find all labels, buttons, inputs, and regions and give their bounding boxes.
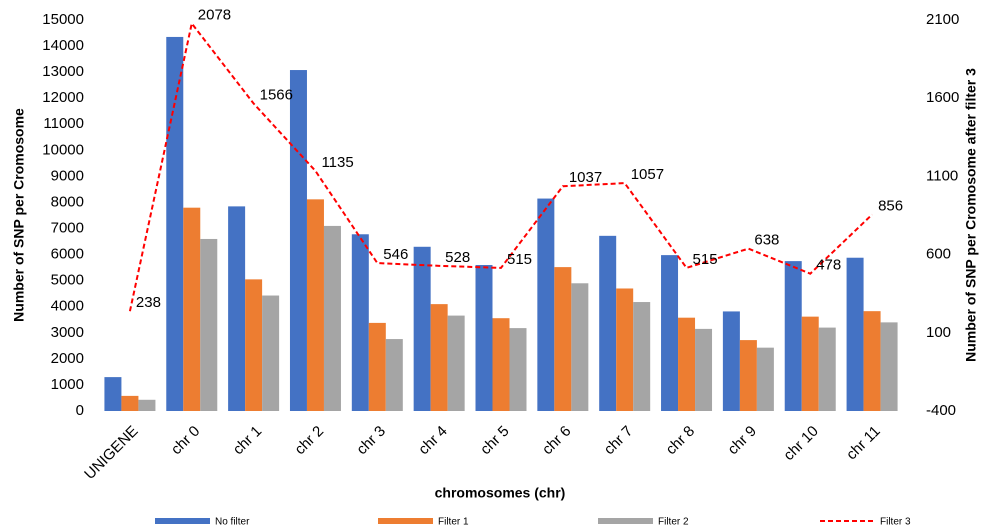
bar <box>368 322 386 411</box>
bar <box>739 340 757 411</box>
y-axis-title: Number of SNP per Cromosome <box>11 108 27 322</box>
y-tick-label: 7000 <box>51 220 84 237</box>
bar <box>846 257 864 411</box>
y2-tick-label: 1600 <box>926 89 959 106</box>
y-tick-label: 14000 <box>42 37 84 54</box>
y-tick-label: 5000 <box>51 272 84 289</box>
bar <box>351 234 369 411</box>
bar <box>262 295 280 411</box>
bar <box>492 318 510 411</box>
data-label: 528 <box>445 249 470 266</box>
bar <box>509 328 527 411</box>
y-tick-label: 11000 <box>43 115 84 132</box>
x-tick-label: chr 1 <box>230 423 266 459</box>
data-label: 1037 <box>569 169 602 186</box>
bar <box>183 207 201 411</box>
legend-swatch <box>598 518 653 524</box>
x-tick-label: chr 5 <box>477 423 513 459</box>
bar <box>633 302 651 411</box>
x-tick-label: chr 0 <box>168 423 204 459</box>
bar <box>200 238 218 411</box>
bar <box>306 199 324 411</box>
data-label: 515 <box>507 251 532 268</box>
y-tick-label: 9000 <box>51 167 84 184</box>
y2-axis-title: Number of SNP per Cromosome after filter… <box>963 68 979 362</box>
bar <box>104 377 122 411</box>
y-tick-label: 1000 <box>51 376 84 393</box>
data-label: 546 <box>383 246 408 263</box>
y2-tick-label: 100 <box>926 324 951 341</box>
bar <box>722 311 740 411</box>
y-tick-label: 6000 <box>51 246 84 263</box>
x-tick-label: chr 11 <box>843 423 884 464</box>
bar <box>863 311 881 411</box>
bar <box>245 279 263 411</box>
bar <box>385 339 403 411</box>
line <box>128 21 873 312</box>
x-tick-label: UNIGENE <box>81 423 141 483</box>
data-label: 2078 <box>198 6 231 23</box>
bar <box>599 235 617 411</box>
bar <box>554 267 572 411</box>
bar <box>323 225 341 411</box>
data-label: 1566 <box>260 86 293 103</box>
legend-label: Filter 3 <box>880 517 911 528</box>
data-label: 1057 <box>631 166 664 183</box>
y-tick-label: 13000 <box>42 63 84 80</box>
y-tick-label: 15000 <box>42 11 84 28</box>
data-label: 238 <box>136 294 161 311</box>
x-tick-label: chr 3 <box>353 423 389 459</box>
bar <box>571 283 589 411</box>
data-label: 638 <box>754 232 779 249</box>
data-label: 1135 <box>321 154 353 171</box>
data-label: 478 <box>816 257 841 274</box>
bar <box>121 395 139 411</box>
x-tick-label: chr 6 <box>539 423 575 459</box>
bar <box>475 265 493 411</box>
bar <box>537 198 555 411</box>
bar <box>801 316 819 411</box>
data-label: 515 <box>693 251 718 268</box>
legend-label: Filter 1 <box>438 517 469 528</box>
x-tick-label: chr 2 <box>291 423 327 459</box>
bar <box>880 322 898 411</box>
x-tick-label: chr 8 <box>663 423 699 459</box>
legend-swatch <box>155 518 210 524</box>
x-axis-title: chromosomes (chr) <box>435 485 566 501</box>
y-tick-label: 8000 <box>51 193 84 210</box>
x-tick-label: chr 7 <box>601 423 637 459</box>
bar <box>756 347 774 411</box>
y2-tick-label: -400 <box>926 402 956 419</box>
bar <box>447 315 465 411</box>
y2-tick-label: 1100 <box>926 167 958 184</box>
bar <box>678 317 696 411</box>
bar <box>228 206 246 411</box>
y-tick-label: 2000 <box>51 350 84 367</box>
bar <box>661 255 679 411</box>
bar <box>616 288 634 411</box>
bar <box>430 304 448 411</box>
y-tick-label: 4000 <box>51 298 84 315</box>
data-label: 856 <box>878 198 903 215</box>
y-tick-label: 3000 <box>51 324 84 341</box>
y-tick-label: 10000 <box>42 141 84 158</box>
x-tick-label: chr 9 <box>724 423 760 459</box>
bar <box>413 246 431 411</box>
x-tick-label: chr 4 <box>415 423 451 459</box>
legend-label: Filter 2 <box>658 517 689 528</box>
y-tick-label: 12000 <box>42 89 84 106</box>
legend-swatch <box>378 518 433 524</box>
bar <box>138 399 156 411</box>
y2-tick-label: 2100 <box>926 11 959 28</box>
legend-label: No filter <box>215 517 250 528</box>
bar <box>695 328 713 411</box>
bar <box>784 261 802 411</box>
y-tick-label: 0 <box>76 402 84 419</box>
bar <box>166 36 184 412</box>
bar <box>818 327 836 411</box>
x-tick-label: chr 10 <box>780 423 822 465</box>
bar <box>289 70 307 411</box>
y2-tick-label: 600 <box>926 246 951 263</box>
